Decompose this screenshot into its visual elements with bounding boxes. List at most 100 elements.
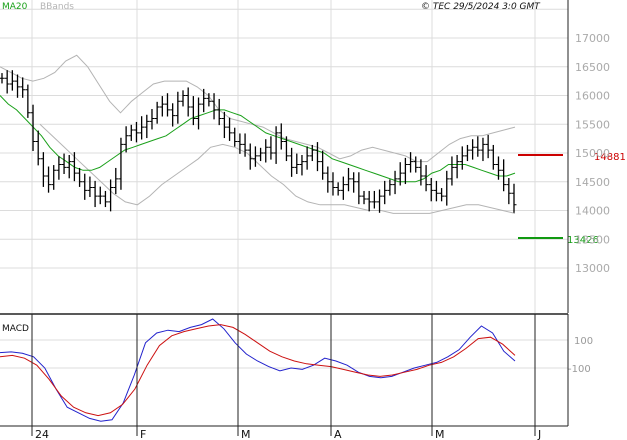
ohlc-bar — [314, 142, 320, 172]
ohlc-bar — [273, 126, 279, 164]
ohlc-bar — [361, 190, 367, 205]
ma20-legend: MA20 — [2, 2, 28, 12]
ohlc-bar — [258, 147, 264, 162]
y-tick-label: 17000 — [575, 32, 610, 45]
resistance-label: 14881 — [594, 152, 626, 163]
ohlc-bar — [40, 152, 46, 187]
ohlc-bar — [459, 146, 465, 170]
ohlc-bar — [439, 188, 445, 202]
ohlc-bar — [154, 101, 160, 124]
y-tick-label: 14500 — [575, 176, 610, 189]
ohlc-bar — [247, 143, 253, 170]
ohlc-bar — [159, 96, 165, 117]
ohlc-bar — [366, 190, 372, 212]
y-tick-label: 13000 — [575, 262, 610, 275]
y-tick-label: 16000 — [575, 90, 610, 103]
ohlc-bar — [454, 155, 460, 179]
ohlc-bar — [66, 155, 72, 179]
ohlc-bar — [371, 190, 377, 209]
ohlc-bar — [97, 186, 103, 205]
ohlc-bar — [128, 124, 134, 141]
ohlc-bar — [402, 157, 408, 185]
price-grid — [0, 0, 568, 313]
y-tick-label: 16500 — [575, 61, 610, 74]
ohlc-bar — [108, 179, 114, 212]
ohlc-bar — [149, 109, 155, 130]
ohlc-bar — [15, 74, 21, 98]
bbands-lower — [39, 123, 516, 214]
ohlc-bar — [304, 146, 310, 170]
ohlc-bar — [144, 114, 150, 139]
ohlc-bar — [9, 70, 15, 91]
ohlc-bar — [356, 172, 362, 205]
macd-grid — [0, 339, 568, 369]
bbands-lower-line — [39, 123, 516, 214]
ohlc-bar — [56, 156, 62, 180]
x-tick-label: F — [140, 428, 146, 440]
x-tick-label: A — [334, 428, 342, 440]
ohlc-bar — [490, 144, 496, 170]
ohlc-bar — [139, 116, 145, 140]
macd-tick-100: 100 — [574, 336, 593, 347]
ohlc-bar — [423, 165, 429, 192]
ohlc-bar — [408, 152, 414, 173]
ohlc-bar — [428, 178, 434, 202]
ohlc-bar — [0, 73, 5, 84]
ohlc-bar — [299, 155, 305, 176]
y-tick-label: 15500 — [575, 118, 610, 131]
ohlc-bar — [263, 139, 269, 163]
ohlc-bar — [444, 170, 450, 206]
ohlc-bar — [185, 87, 191, 117]
y-tick-label: 14000 — [575, 205, 610, 218]
ohlc-bar — [485, 134, 491, 159]
ohlc-bar — [325, 166, 331, 193]
ohlc-bar — [87, 176, 93, 197]
ohlc-bar — [216, 98, 222, 126]
support-label: 13426 — [567, 235, 599, 246]
ohlc-bar — [196, 97, 202, 130]
ohlc-bar — [470, 139, 476, 160]
ohlc-bar — [511, 183, 517, 213]
ohlc-bars — [0, 70, 517, 213]
ohlc-bar — [449, 156, 455, 186]
ohlc-bar — [71, 152, 77, 182]
ohlc-bar — [283, 136, 289, 162]
ohlc-bar — [387, 179, 393, 196]
ohlc-bar — [232, 127, 238, 147]
ohlc-bar — [501, 159, 507, 192]
ohlc-bar — [102, 190, 108, 208]
y-tick-label: 13500 — [575, 233, 610, 246]
x-tick-label: J — [537, 428, 541, 440]
x-tick-label: M — [241, 428, 251, 440]
ohlc-bar — [346, 167, 352, 192]
macd-title: MACD — [2, 324, 29, 334]
ohlc-bar — [320, 150, 326, 180]
signal-series — [0, 324, 516, 417]
y-tick-label: 15000 — [575, 147, 610, 160]
ohlc-bar — [92, 180, 98, 208]
ohlc-bar — [206, 93, 212, 107]
ohlc-bar — [46, 166, 52, 193]
macd-series — [0, 318, 516, 422]
bbands-upper-line — [0, 54, 516, 163]
ohlc-bar — [123, 126, 129, 153]
bbands-upper — [0, 54, 516, 163]
ohlc-bar — [51, 165, 57, 190]
copyright-timestamp: © TEC 29/5/2024 3:0 GMT — [421, 2, 541, 12]
ohlc-bar — [237, 133, 243, 154]
ohlc-bar — [82, 173, 88, 200]
ohlc-bar — [211, 93, 217, 120]
ohlc-bar — [268, 136, 274, 160]
ma20 — [0, 95, 516, 183]
ohlc-bar — [133, 121, 139, 143]
ohlc-bar — [190, 96, 196, 126]
ohlc-bar — [221, 111, 227, 139]
ohlc-bar — [289, 147, 295, 177]
ohlc-bar — [77, 167, 83, 187]
ohlc-bar — [397, 162, 403, 186]
ohlc-bar — [61, 153, 67, 174]
ohlc-bar — [392, 170, 398, 195]
ohlc-bar — [309, 144, 315, 162]
ohlc-bar — [418, 159, 424, 186]
